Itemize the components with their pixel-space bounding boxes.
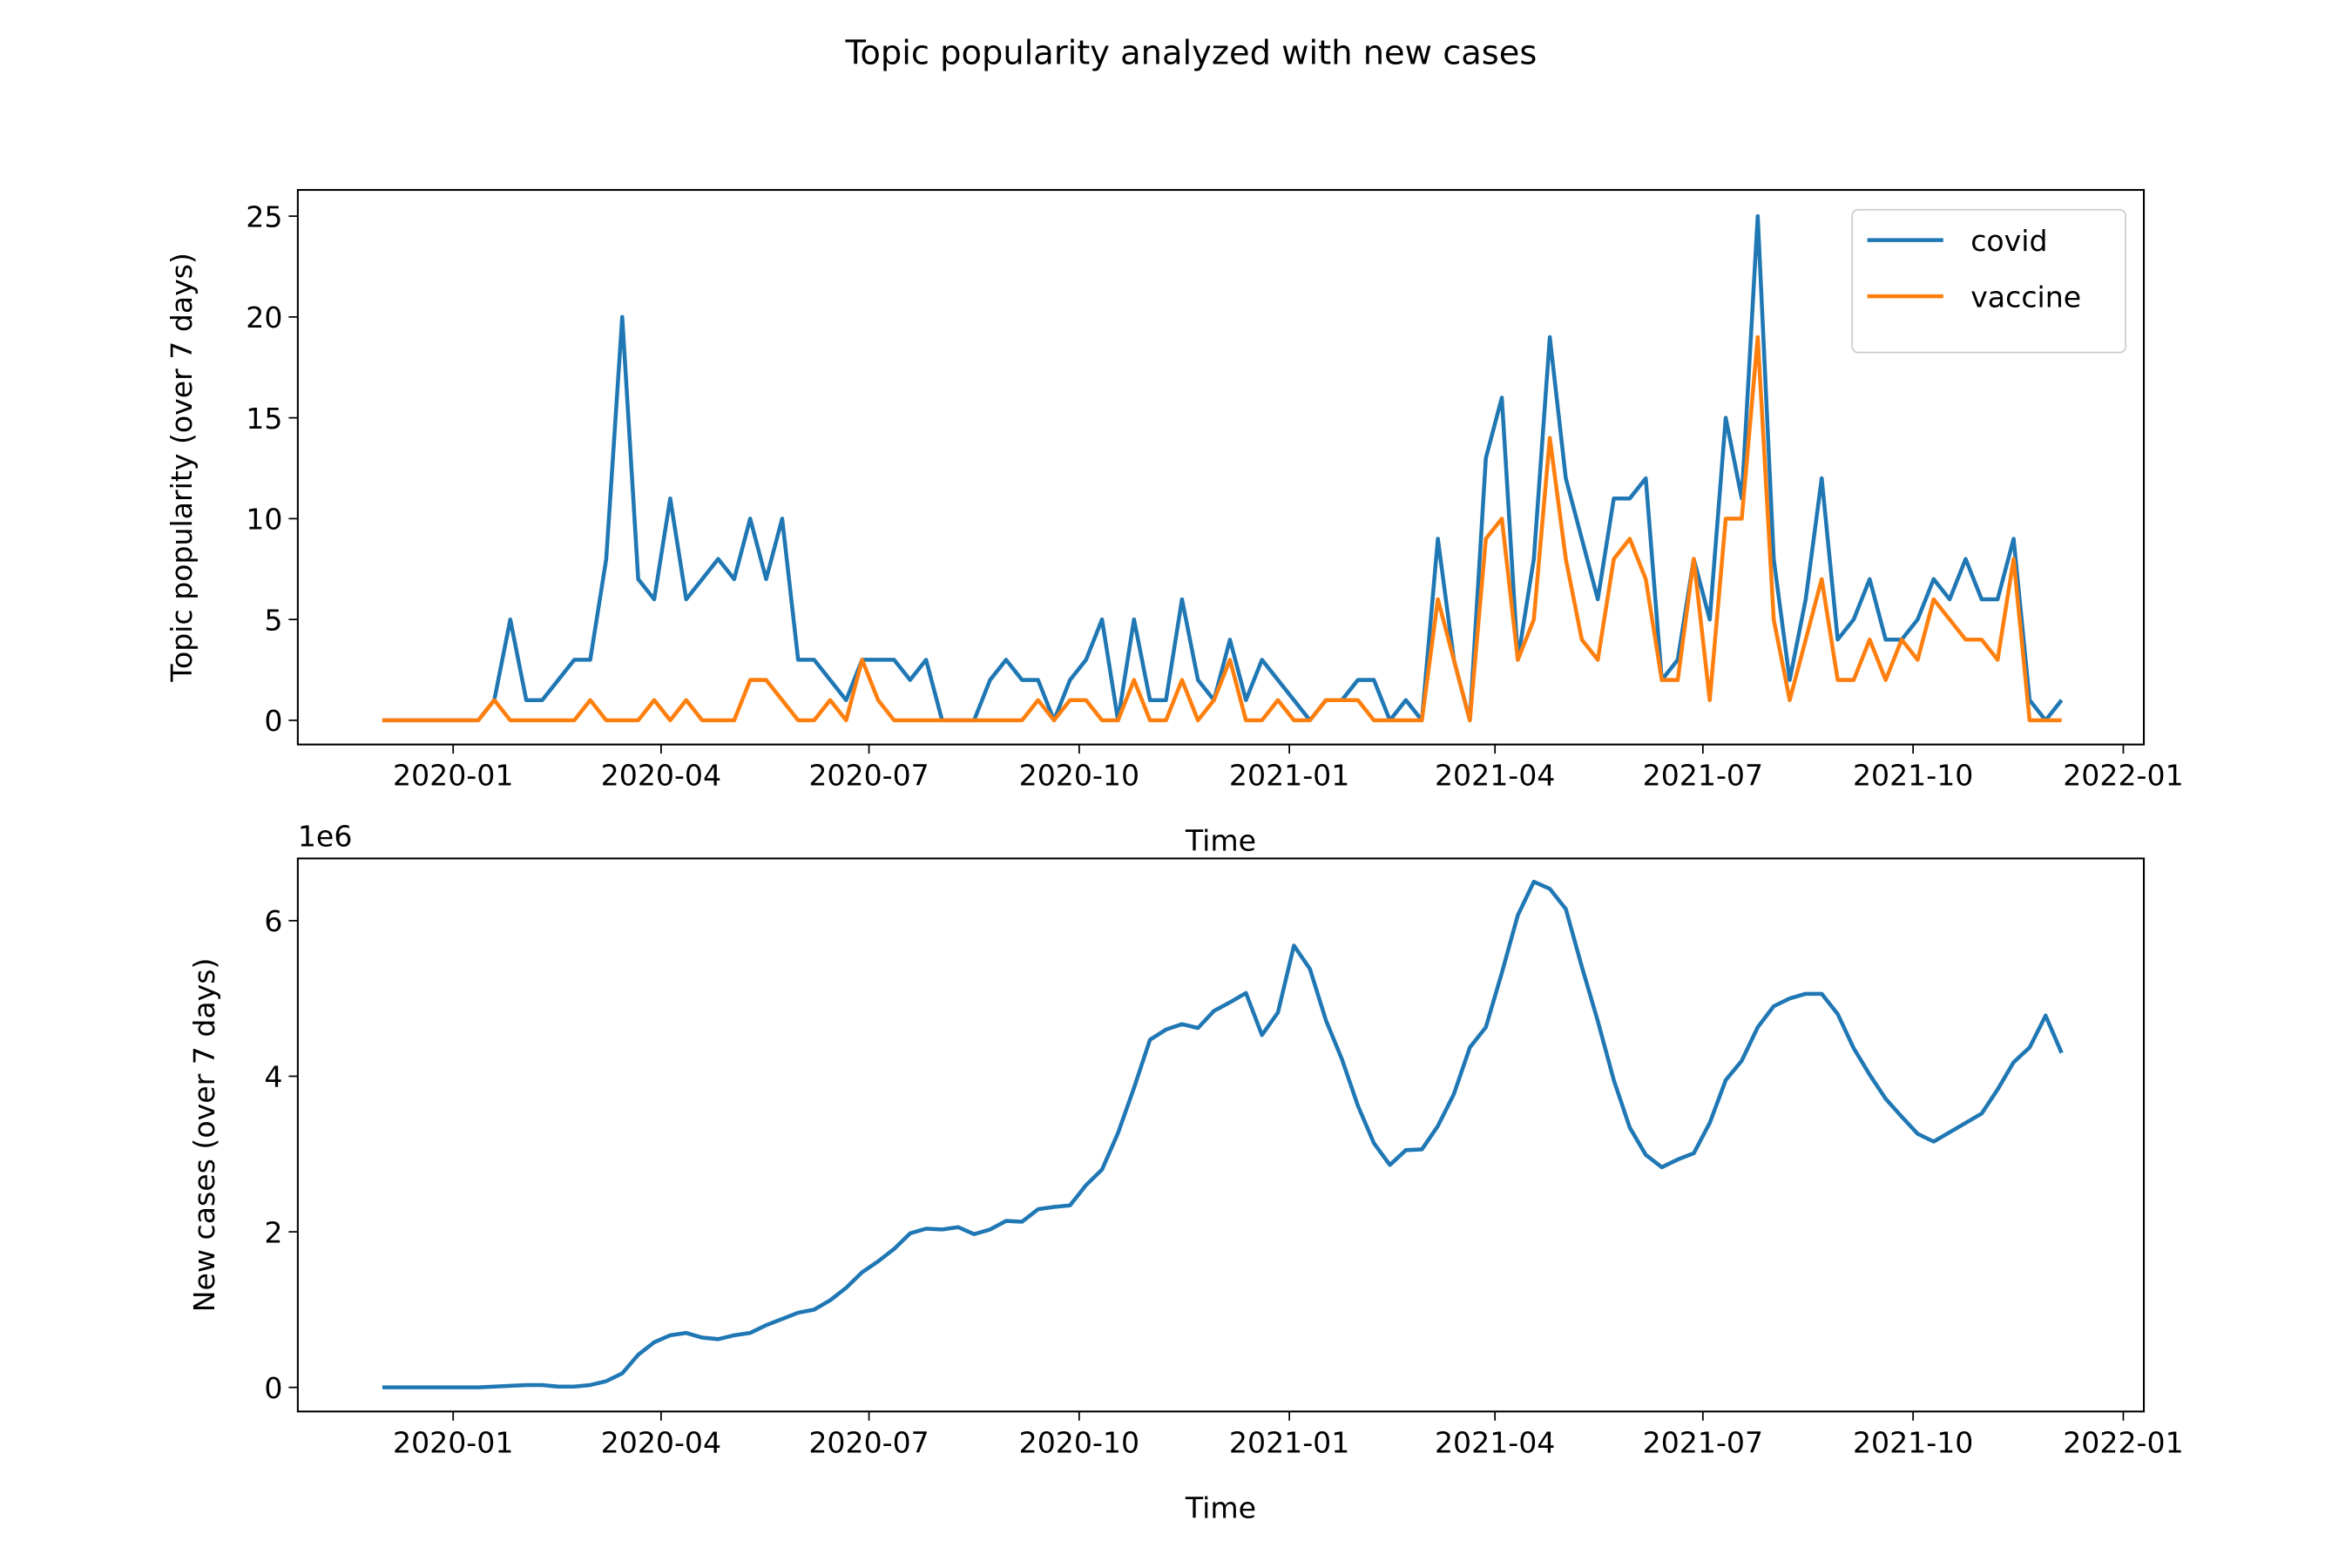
- y-tick-label: 2: [264, 1215, 282, 1249]
- data-line: [382, 335, 2062, 723]
- x-tick-label: 2020-10: [1019, 1425, 1139, 1459]
- x-tick-label: 2022-01: [2063, 759, 2183, 793]
- axes-frame: [296, 857, 2146, 1413]
- x-tick-label: 2021-07: [1643, 1425, 1763, 1459]
- x-tick-label: 2020-07: [808, 1425, 929, 1459]
- x-tick-label: 2021-04: [1435, 1425, 1555, 1459]
- x-tick-label: 2020-04: [601, 759, 721, 793]
- y-tick-label: 25: [246, 199, 282, 233]
- y-tick-label: 4: [264, 1060, 282, 1094]
- data-line: [382, 213, 2064, 723]
- x-tick-label: 2020-10: [1019, 759, 1139, 793]
- y-tick-label: 20: [246, 301, 282, 335]
- data-line: [382, 879, 2064, 1389]
- x-tick-label: 2020-01: [393, 759, 513, 793]
- y-axis-label: New cases (over 7 days): [187, 958, 221, 1313]
- axes-frame: [296, 188, 2146, 746]
- x-tick-label: 2020-01: [393, 1425, 513, 1459]
- legend-box: [1851, 208, 2126, 354]
- x-tick-label: 2021-07: [1643, 759, 1763, 793]
- x-tick-label: 2021-01: [1229, 1425, 1349, 1459]
- y-tick-label: 10: [246, 503, 282, 537]
- x-tick-label: 2020-04: [601, 1425, 721, 1459]
- y-tick-label: 15: [246, 402, 282, 436]
- legend-label: covid: [1970, 224, 2047, 258]
- x-tick-label: 2020-07: [808, 759, 929, 793]
- y-tick-label: 0: [264, 1371, 282, 1405]
- y-offset-label: 1e6: [298, 820, 353, 854]
- y-axis-label: Topic popularity (over 7 days): [165, 253, 199, 683]
- legend-label: vaccine: [1970, 280, 2081, 314]
- x-tick-label: 2021-10: [1853, 759, 1973, 793]
- x-axis-label: Time: [1185, 1490, 1256, 1524]
- x-axis-label: Time: [1185, 824, 1256, 858]
- figure-title: Topic popularity analyzed with new cases: [845, 33, 1538, 72]
- y-tick-label: 6: [264, 904, 282, 938]
- x-tick-label: 2022-01: [2063, 1425, 2183, 1459]
- y-tick-label: 0: [264, 704, 282, 738]
- y-tick-label: 5: [264, 603, 282, 637]
- x-tick-label: 2021-04: [1435, 759, 1555, 793]
- x-tick-label: 2021-01: [1229, 759, 1349, 793]
- x-tick-label: 2021-10: [1853, 1425, 1973, 1459]
